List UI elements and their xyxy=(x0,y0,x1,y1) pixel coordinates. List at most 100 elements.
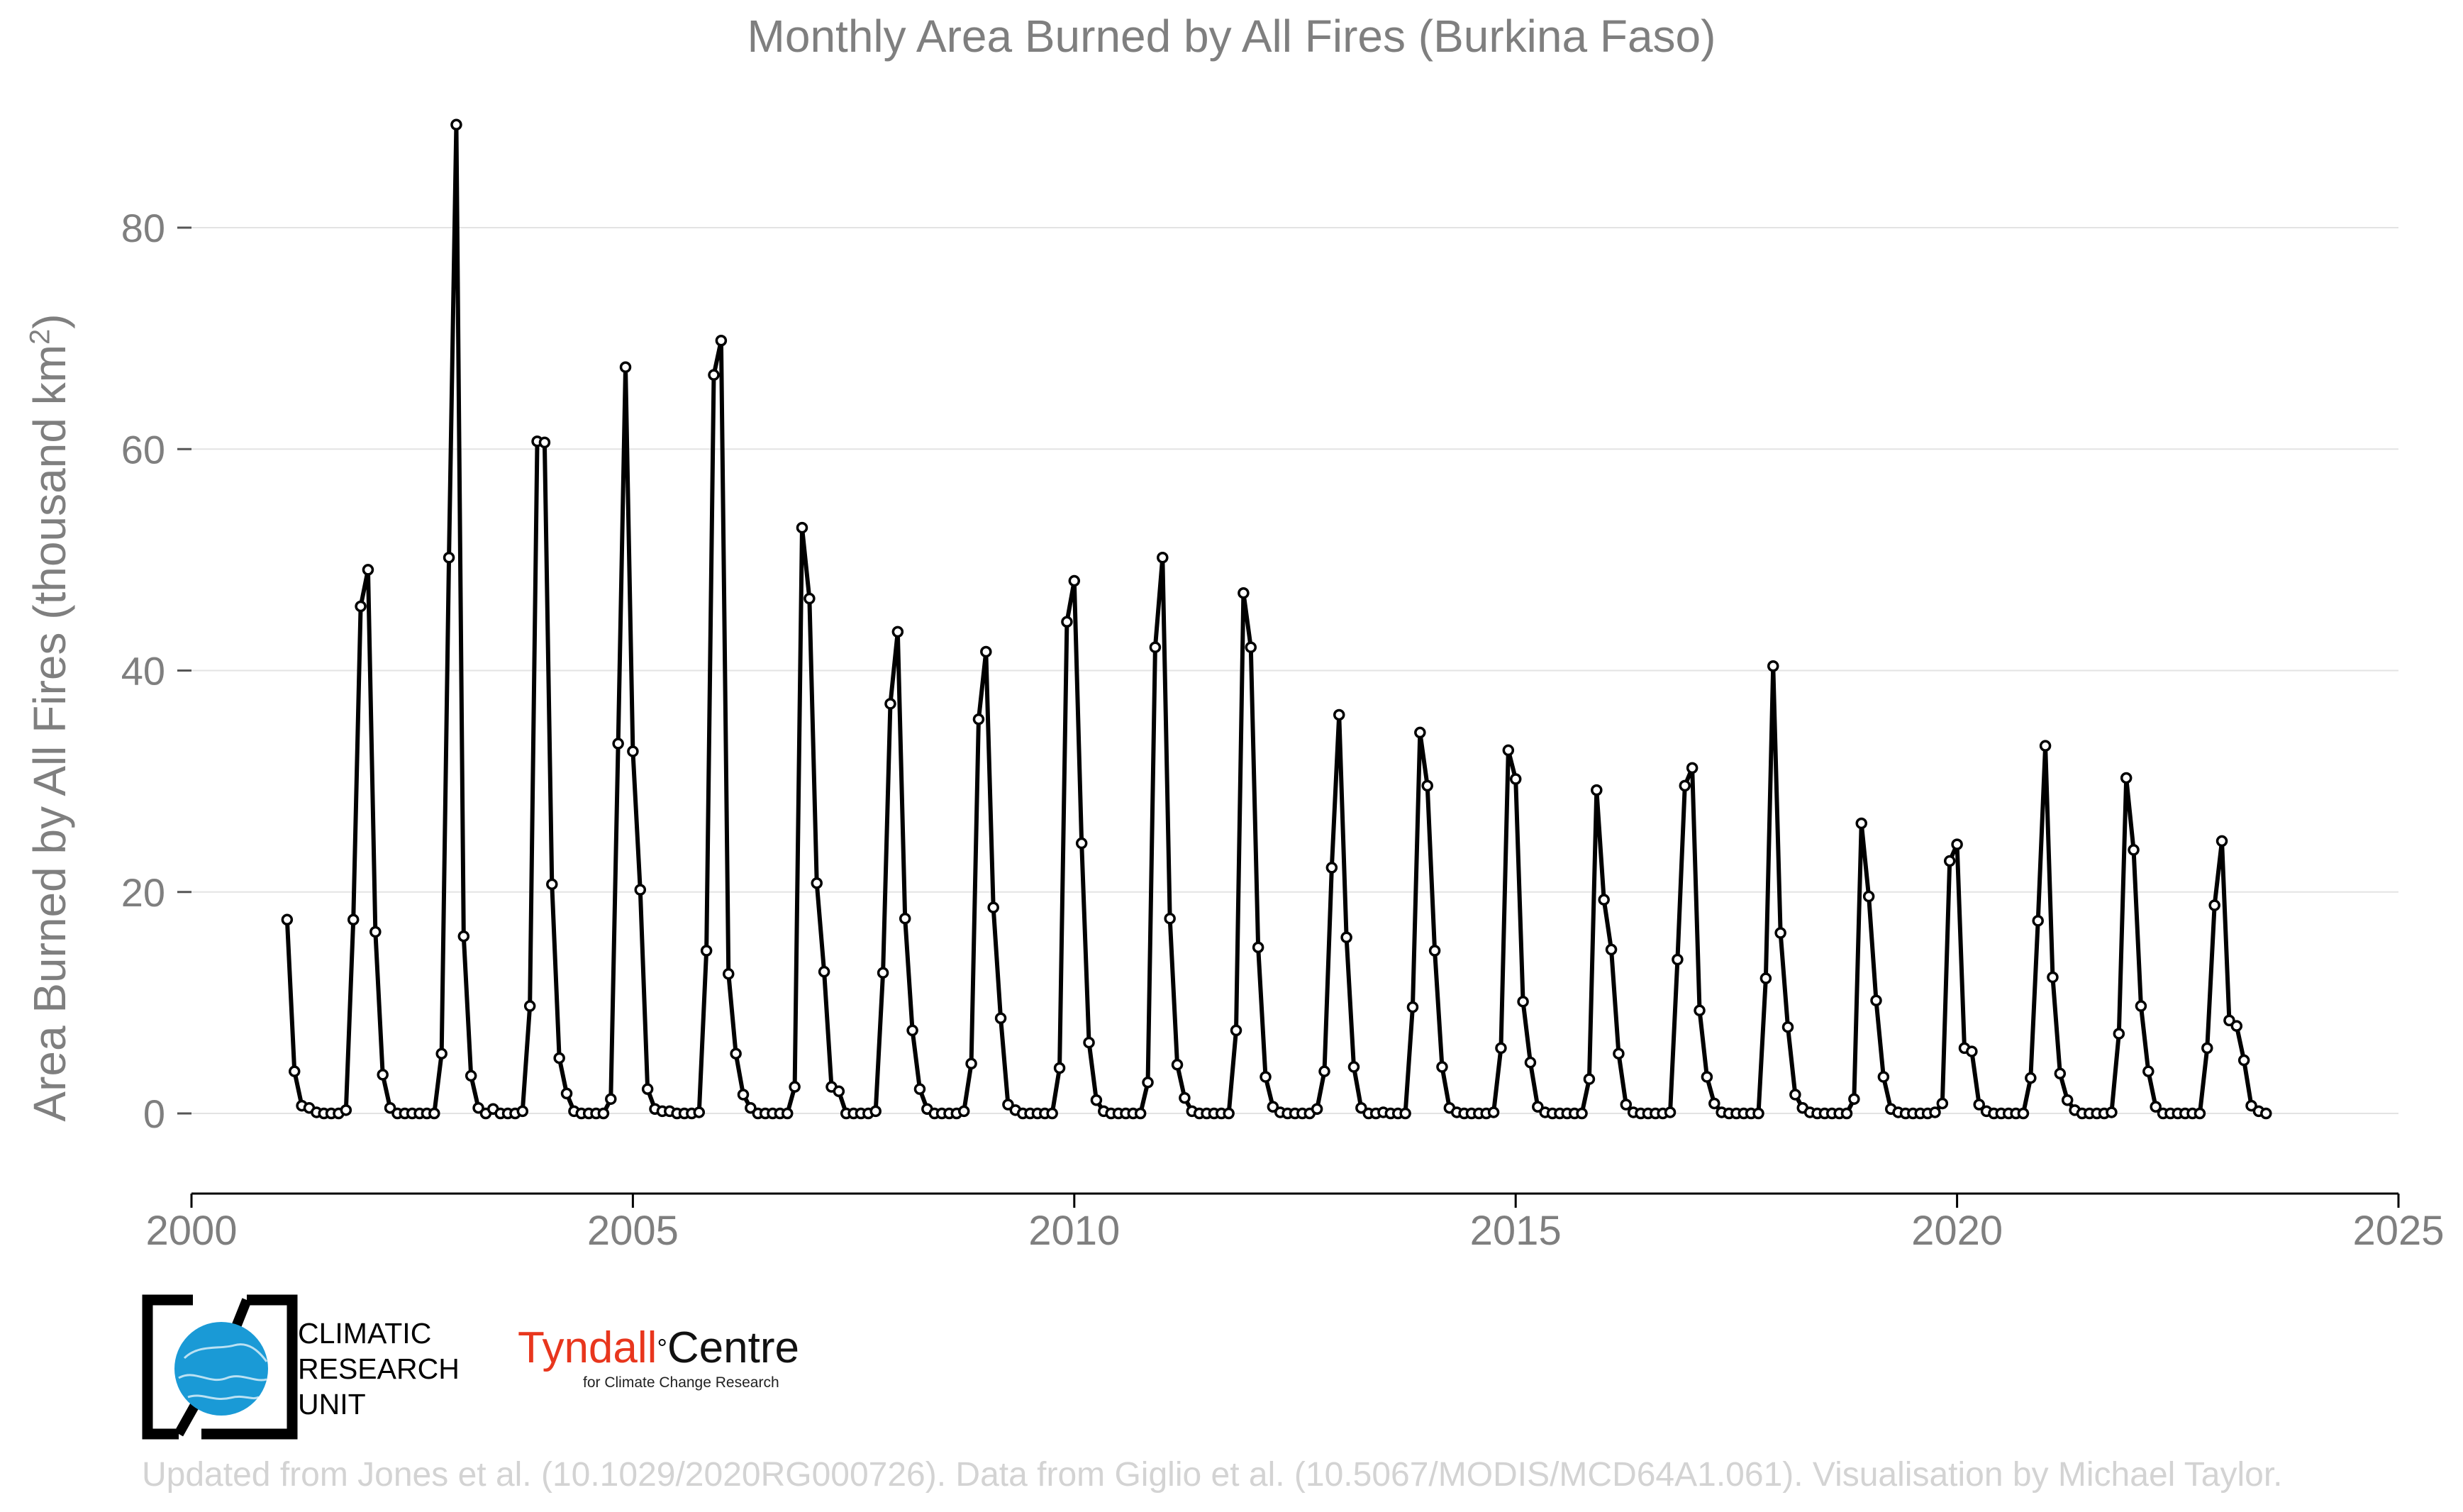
data-point xyxy=(1929,1106,1941,1118)
data-point xyxy=(781,1107,794,1120)
data-point xyxy=(2106,1106,2118,1118)
data-point xyxy=(1509,773,1522,785)
grid-lines xyxy=(191,227,2398,1114)
data-point xyxy=(546,878,558,891)
x-tick-label: 2020 xyxy=(1911,1208,2003,1254)
data-point xyxy=(980,645,992,658)
data-point xyxy=(1605,943,1618,956)
data-point xyxy=(884,698,896,710)
data-point xyxy=(1613,1047,1625,1060)
data-point xyxy=(1752,1107,1764,1120)
data-point xyxy=(2025,1072,2037,1084)
data-point xyxy=(1877,1071,1890,1083)
data-point xyxy=(1075,837,1088,850)
data-point xyxy=(2150,1101,2162,1113)
data-point xyxy=(347,913,360,926)
data-point xyxy=(1355,1101,1367,1114)
data-point xyxy=(1502,744,1515,757)
data-point xyxy=(1701,1071,1713,1083)
data-point xyxy=(737,1089,750,1101)
data-point xyxy=(906,1024,918,1037)
x-tick-label: 2000 xyxy=(145,1208,237,1254)
y-tick-label: 80 xyxy=(121,206,165,250)
data-point xyxy=(1245,641,1257,653)
data-point xyxy=(804,592,816,605)
data-point xyxy=(2061,1094,2074,1106)
credit-text: Updated from Jones et al. (10.1029/2020R… xyxy=(142,1456,2283,1494)
data-point xyxy=(1524,1056,1537,1069)
data-point xyxy=(891,626,904,638)
data-point xyxy=(1848,1093,1860,1105)
data-point xyxy=(369,925,382,938)
data-point xyxy=(1421,779,1433,792)
data-point xyxy=(1046,1107,1058,1120)
data-point xyxy=(1767,660,1779,672)
data-point xyxy=(2237,1054,2250,1067)
data-point xyxy=(957,1105,970,1118)
data-point xyxy=(377,1069,389,1081)
series xyxy=(281,118,2272,1120)
x-axis: 2000 2005 2010 2015 2020 2025 xyxy=(145,1192,2445,1254)
y-tick-label: 60 xyxy=(121,427,165,472)
x-tick-label: 2005 xyxy=(587,1208,679,1254)
data-point xyxy=(605,1093,617,1105)
data-point xyxy=(1061,616,1073,628)
data-point xyxy=(1495,1042,1507,1055)
data-point xyxy=(2039,740,2052,752)
data-point xyxy=(693,1106,706,1118)
data-point xyxy=(1583,1073,1596,1085)
data-point xyxy=(1267,1101,1279,1113)
data-point xyxy=(2128,844,2140,856)
data-point xyxy=(2135,1000,2147,1012)
data-point xyxy=(1436,1061,1448,1073)
data-point xyxy=(818,965,830,978)
data-point xyxy=(538,436,551,449)
data-point xyxy=(472,1101,484,1114)
data-point xyxy=(1252,941,1264,954)
data-point xyxy=(1164,912,1176,925)
data-point xyxy=(1774,927,1786,939)
x-tick-label: 2010 xyxy=(1028,1208,1120,1254)
data-point xyxy=(1171,1059,1184,1071)
data-point xyxy=(708,369,720,381)
data-point xyxy=(869,1105,882,1118)
data-point xyxy=(560,1087,573,1100)
data-point xyxy=(745,1101,757,1114)
data-point xyxy=(2260,1107,2272,1120)
data-point xyxy=(1068,574,1081,587)
data-point xyxy=(597,1107,610,1120)
data-point xyxy=(965,1057,977,1069)
data-point xyxy=(1686,762,1698,774)
data-point xyxy=(715,334,728,347)
data-point xyxy=(1230,1024,1242,1037)
data-point xyxy=(796,521,808,534)
data-point xyxy=(1679,779,1691,792)
data-point xyxy=(2120,772,2133,784)
data-point xyxy=(1672,953,1684,966)
data-point xyxy=(1598,894,1610,906)
data-point xyxy=(972,713,985,726)
data-point xyxy=(1260,1071,1272,1083)
data-point xyxy=(2215,835,2228,847)
data-point xyxy=(1936,1097,1949,1110)
data-point xyxy=(1002,1099,1014,1111)
data-point xyxy=(1759,972,1772,984)
cru-logo-text: CLIMATIC RESEARCH UNIT xyxy=(298,1317,460,1421)
data-point xyxy=(1708,1097,1720,1110)
data-point xyxy=(384,1101,396,1114)
data-point xyxy=(443,552,455,564)
data-point xyxy=(1223,1107,1235,1120)
data-point xyxy=(1487,1106,1500,1118)
data-point xyxy=(641,1083,654,1095)
x-tick-label: 2025 xyxy=(2352,1208,2444,1254)
data-point xyxy=(2047,971,2059,984)
data-point xyxy=(1862,890,1875,903)
data-point xyxy=(811,877,823,889)
data-point xyxy=(1157,552,1169,564)
data-point xyxy=(627,745,639,757)
data-point xyxy=(435,1047,447,1060)
y-tick-label: 40 xyxy=(121,649,165,694)
data-point xyxy=(789,1081,801,1093)
data-point xyxy=(288,1065,301,1077)
data-point xyxy=(634,884,647,896)
